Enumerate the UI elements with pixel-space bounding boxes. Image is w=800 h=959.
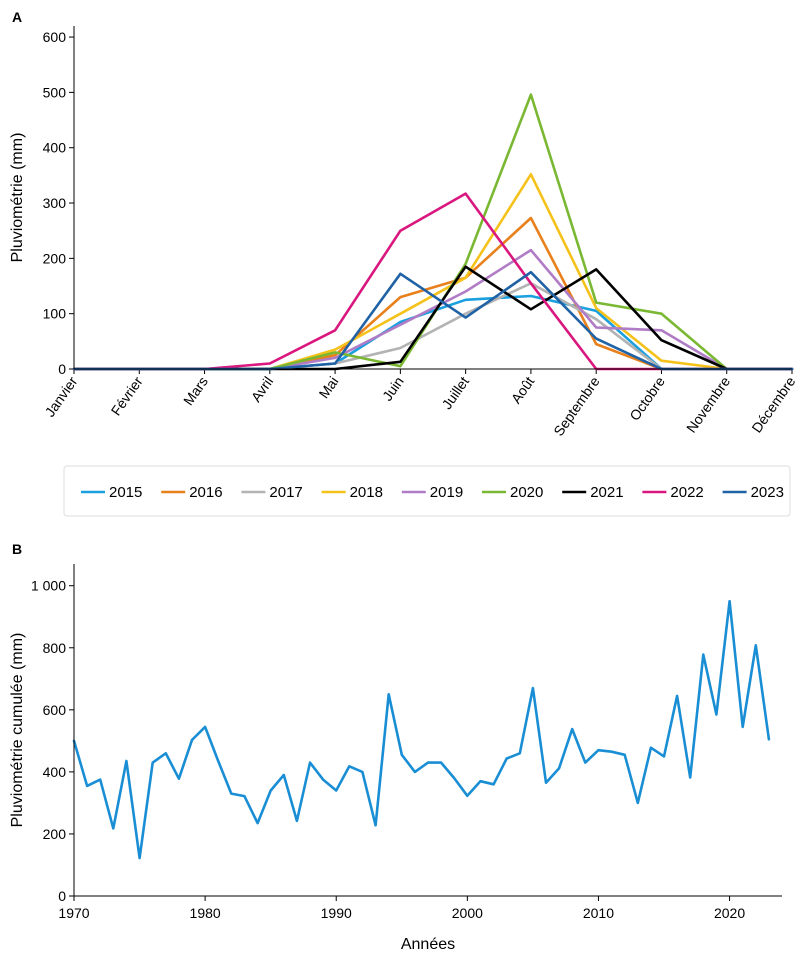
chart-b: 0 200 400 600 800 1 000 1970 1980 1990 2000 2010 2… xyxy=(9,564,782,953)
chart-a-y-tick-label: 600 xyxy=(43,29,67,45)
chart-b-x-tick-label: 1970 xyxy=(58,905,89,921)
chart-a-series xyxy=(72,93,794,371)
chart-b-y-tick-label: 0 xyxy=(58,888,66,904)
legend-entry-label: 2016 xyxy=(189,484,222,501)
chart-b-y-tick-label: 200 xyxy=(43,826,67,842)
chart-a-series-line xyxy=(72,265,794,371)
chart-a-x-tick-label: Juillet xyxy=(438,373,472,412)
chart-b-x-tick-label: 2000 xyxy=(452,905,483,921)
chart-a-x-tick-label: Septembre xyxy=(550,373,603,438)
chart-a-series-line xyxy=(72,93,794,371)
legend-entry-label: 2020 xyxy=(510,484,543,501)
chart-a-legend: 2015 2016 2017 2018 2019 2020 2021 2022 2023 xyxy=(63,465,791,517)
chart-a-series-line xyxy=(72,173,794,371)
chart-a-x-axis: Janvier Février Mars Avril Mai Juin Juillet Aoû… xyxy=(41,369,799,439)
legend-entry-label: 2022 xyxy=(670,484,703,501)
chart-a-x-tick-label: Novembre xyxy=(683,373,733,435)
chart-a: 0 100 200 300 400 500 600 Janvier Février Mars Av… xyxy=(9,26,799,439)
chart-a-y-axis-title: Pluviométrie (mm) xyxy=(9,133,26,263)
legend-entry-label: 2019 xyxy=(430,484,463,501)
chart-b-y-tick-label: 400 xyxy=(43,764,67,780)
chart-b-y-axis-title: Pluviométrie cumulée (mm) xyxy=(9,633,26,828)
chart-a-x-tick-label: Mars xyxy=(180,374,211,409)
panel-b-letter: B xyxy=(12,541,22,557)
legend-entry-label: 2023 xyxy=(751,484,784,501)
chart-b-x-axis: 1970 1980 1990 2000 2010 2020 xyxy=(58,896,745,921)
chart-a-x-tick-label: Avril xyxy=(248,374,277,405)
legend-box xyxy=(63,465,791,517)
chart-a-x-tick-label: Août xyxy=(508,373,538,406)
chart-b-x-tick-label: 2010 xyxy=(583,905,614,921)
chart-a-y-tick-label: 500 xyxy=(43,84,67,100)
chart-b-y-tick-label: 1 000 xyxy=(31,578,66,594)
chart-a-x-tick-label: Décembre xyxy=(748,373,798,435)
chart-a-y-tick-label: 200 xyxy=(43,250,67,266)
chart-b-y-tick-label: 600 xyxy=(43,702,67,718)
legend-entry-label: 2018 xyxy=(350,484,383,501)
chart-a-x-tick-label: Février xyxy=(108,373,146,418)
chart-b-series-line xyxy=(72,599,771,860)
chart-b-y-tick-label: 800 xyxy=(43,640,67,656)
chart-a-y-tick-label: 300 xyxy=(43,195,67,211)
legend-entry-label: 2017 xyxy=(269,484,302,501)
chart-b-x-tick-label: 1980 xyxy=(190,905,221,921)
chart-b-x-axis-title: Années xyxy=(401,936,455,953)
legend-entry-label: 2021 xyxy=(590,484,623,501)
chart-b-x-tick-label: 1990 xyxy=(321,905,352,921)
chart-a-y-tick-label: 400 xyxy=(43,140,67,156)
chart-a-x-tick-label: Juin xyxy=(379,374,407,404)
chart-a-x-tick-label: Octobre xyxy=(626,373,668,423)
chart-b-y-axis: 0 200 400 600 800 1 000 xyxy=(31,578,74,904)
chart-a-y-axis: 0 100 200 300 400 500 600 xyxy=(43,29,74,377)
chart-a-x-tick-label: Janvier xyxy=(41,373,80,419)
legend-entry-label: 2015 xyxy=(109,484,142,501)
panel-a-letter: A xyxy=(12,9,22,25)
chart-a-y-tick-label: 100 xyxy=(43,306,67,322)
chart-a-y-tick-label: 0 xyxy=(58,361,66,377)
chart-b-x-tick-label: 2020 xyxy=(714,905,745,921)
chart-a-series-line xyxy=(72,216,794,371)
chart-a-x-tick-label: Mai xyxy=(316,374,342,402)
